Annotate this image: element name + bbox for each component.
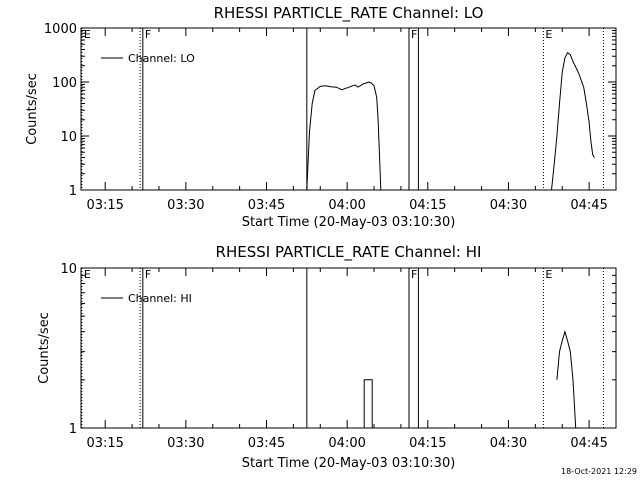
event-marker-label: E	[545, 268, 552, 281]
y-axis-label: Counts/sec	[37, 312, 52, 384]
x-tick-label: 03:30	[167, 198, 204, 213]
event-marker-label: F	[411, 28, 417, 41]
footer-date-stamp: 18-Oct-2021 12:29	[561, 467, 637, 476]
x-axis-label: Start Time (20-May-03 03:10:30)	[242, 215, 456, 230]
legend-label: Channel: HI	[128, 292, 192, 305]
x-tick-label: 03:45	[248, 198, 285, 213]
chart-title: RHESSI PARTICLE_RATE Channel: HI	[216, 243, 482, 262]
series-line	[306, 81, 382, 191]
event-marker-label: E	[84, 28, 91, 41]
event-marker-label: E	[545, 28, 552, 41]
y-axis-label: Counts/sec	[25, 73, 40, 145]
x-tick-label: 03:15	[86, 198, 123, 213]
event-marker-label: F	[145, 268, 151, 281]
x-tick-label: 03:30	[167, 436, 204, 451]
series-line	[556, 329, 577, 429]
y-tick-label: 1	[69, 184, 77, 199]
x-tick-label: 04:30	[490, 436, 527, 451]
plot-frame	[80, 27, 617, 191]
x-tick-label: 04:30	[490, 198, 527, 213]
legend-label: Channel: LO	[128, 52, 195, 65]
x-tick-label: 04:15	[409, 436, 446, 451]
event-marker-label: E	[84, 268, 91, 281]
x-tick-label: 04:00	[328, 436, 365, 451]
chart-lo-channel: RHESSI PARTICLE_RATE Channel: LO 1 10 100 10…	[25, 4, 617, 230]
x-tick-label: 04:45	[570, 436, 607, 451]
y-tick-label: 1000	[44, 22, 77, 37]
x-axis-label: Start Time (20-May-03 03:10:30)	[242, 456, 456, 471]
x-tick-label: 03:15	[86, 436, 123, 451]
chart-title: RHESSI PARTICLE_RATE Channel: LO	[214, 4, 484, 23]
event-marker-label: F	[411, 268, 417, 281]
y-tick-label: 10	[60, 262, 77, 277]
x-tick-label: 04:15	[409, 198, 446, 213]
event-marker-label: F	[145, 28, 151, 41]
y-tick-label: 100	[52, 76, 77, 91]
y-tick-label: 1	[69, 422, 77, 437]
plot-frame	[80, 267, 617, 429]
x-tick-label: 04:45	[570, 198, 607, 213]
x-tick-label: 04:00	[328, 198, 365, 213]
x-tick-label: 03:45	[248, 436, 285, 451]
chart-hi-channel: RHESSI PARTICLE_RATE Channel: HI 1 10 03:15…	[37, 243, 617, 471]
series-line	[363, 379, 373, 428]
y-tick-label: 10	[60, 130, 77, 145]
series-line	[551, 51, 595, 191]
